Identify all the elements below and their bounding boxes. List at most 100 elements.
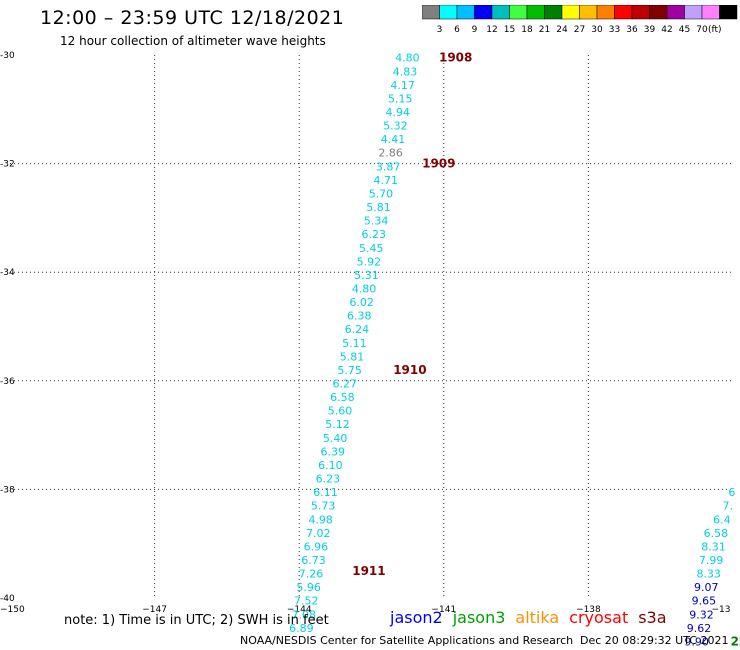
swh-value: 5.31 — [354, 269, 379, 282]
swh-value: 9.65 — [692, 595, 717, 608]
swh-value: 4.17 — [390, 79, 415, 92]
swh-value: 5.45 — [359, 242, 384, 255]
generated-timestamp: Dec 20 08:29:32 UTC 2021 — [580, 634, 729, 647]
page-title: 12:00 – 23:59 UTC 12/18/2021 — [40, 7, 345, 29]
x-tick-label: −144 — [287, 605, 312, 615]
swh-value: 5.96 — [296, 581, 321, 594]
legend-label: 12 — [486, 25, 497, 35]
page-subtitle: 12 hour collection of altimeter wave hei… — [60, 34, 326, 48]
swh-value: 5.11 — [342, 337, 367, 350]
swh-value: 5.75 — [337, 364, 362, 377]
swh-value: 4.80 — [352, 282, 377, 295]
legend-label: 45 — [679, 25, 690, 35]
legend-label: 70 — [696, 25, 708, 35]
swh-value: 4.98 — [308, 513, 333, 526]
swh-value: 7.26 — [299, 568, 324, 581]
swh-value: 9.90 — [684, 635, 709, 648]
legend-label: 9 — [472, 25, 478, 35]
swh-value: 5.12 — [325, 418, 350, 431]
swh-value: 6.96 — [304, 540, 329, 553]
swh-value: 7.08 — [292, 608, 317, 621]
swh-value: 6.23 — [316, 473, 341, 486]
satellite-altika: altika — [515, 608, 560, 627]
swh-value: 7.02 — [306, 527, 331, 540]
legend-label: 42 — [661, 25, 672, 35]
swh-value: 5.70 — [369, 187, 394, 200]
swh-value: 4.41 — [381, 133, 406, 146]
legend-label: 24 — [556, 25, 568, 35]
swh-value: 5.73 — [311, 500, 336, 513]
swh-value: 6.27 — [333, 378, 358, 391]
y-tick-label: -38 — [0, 485, 15, 495]
legend-label: 27 — [574, 25, 585, 35]
swh-value: 5.34 — [364, 215, 389, 228]
legend-label: 3 — [437, 25, 443, 35]
credit-text: NOAA/NESDIS Center for Satellite Applica… — [240, 634, 574, 647]
swh-value: 7. — [723, 500, 734, 513]
legend-label: 15 — [504, 25, 515, 35]
legend-swatch — [719, 5, 738, 20]
swh-value: 5.32 — [383, 120, 408, 133]
y-tick-label: -30 — [0, 51, 15, 61]
swh-value: 4.80 — [395, 52, 420, 65]
wave-height-color-legend: 3 6 9 12 15 18 21 24 27 30 33 36 39 42 45 70 (ft) — [422, 5, 738, 35]
swh-value: 5.81 — [340, 350, 365, 363]
swh-value: 4.71 — [374, 174, 399, 187]
swh-value: 3.87 — [376, 160, 401, 173]
pass-time-label: 1909 — [422, 157, 455, 171]
satellite-s3a: s3a — [638, 608, 667, 627]
pass-time-label: 2204 — [731, 634, 740, 648]
swh-value: 6.02 — [349, 296, 374, 309]
swh-value: 6.11 — [313, 486, 338, 499]
swh-value: 8.31 — [701, 540, 726, 553]
swh-value: 6.4 — [713, 513, 731, 526]
legend-label: 36 — [626, 25, 638, 35]
x-tick-label: −147 — [142, 605, 167, 615]
swh-value: 6.39 — [320, 445, 345, 458]
pass-time-label: 1911 — [352, 564, 385, 578]
swh-value: 6.23 — [361, 228, 386, 241]
pass-time-label: 1910 — [393, 363, 426, 377]
legend-label: 33 — [609, 25, 620, 35]
swh-value: 7.52 — [294, 595, 319, 608]
pass-time-label: 2203 — [728, 648, 740, 650]
footer-note: note: 1) Time is in UTC; 2) SWH is in fe… — [64, 613, 329, 628]
swh-value: 9.32 — [689, 608, 714, 621]
swh-value: 6.58 — [330, 391, 355, 404]
legend-label: 39 — [644, 25, 656, 35]
swh-value: 5.92 — [357, 255, 382, 268]
swh-value: 8.33 — [696, 568, 721, 581]
swh-value: 6.73 — [301, 554, 326, 567]
swh-value: 6 — [728, 486, 735, 499]
y-tick-label: -36 — [0, 377, 15, 387]
swh-value: 7.99 — [699, 554, 724, 567]
legend-label: 6 — [454, 25, 460, 35]
legend-label: 21 — [539, 25, 550, 35]
swh-value: 9.07 — [694, 581, 719, 594]
swh-value: 2.86 — [378, 147, 403, 160]
swh-value: 6.89 — [289, 622, 314, 635]
swh-value: 9.62 — [687, 622, 712, 635]
y-tick-label: -40 — [0, 594, 15, 604]
x-tick-label: −13 — [712, 605, 731, 615]
pass-time-label: 1908 — [439, 51, 472, 65]
swh-value: 4.94 — [386, 106, 411, 119]
swh-value: 6.10 — [318, 459, 343, 472]
x-edge-label: −150 — [0, 605, 25, 615]
legend-label: 18 — [521, 25, 533, 35]
satellite-cryosat: cryosat — [569, 608, 629, 627]
y-tick-label: -34 — [0, 268, 15, 278]
satellite-legend: jason2 jason3 altika cryosat s3a — [390, 608, 677, 627]
legend-label: 30 — [591, 25, 603, 35]
swh-value: 5.60 — [328, 405, 353, 418]
x-tick-label: −141 — [431, 605, 456, 615]
legend-unit: (ft) — [708, 25, 722, 35]
swh-value: 5.40 — [323, 432, 348, 445]
swh-value: 4.83 — [393, 65, 418, 78]
satellite-jason3: jason3 — [452, 608, 506, 627]
swh-value: 5.15 — [388, 92, 413, 105]
x-tick-label: −138 — [576, 605, 601, 615]
y-tick-label: -32 — [0, 160, 15, 170]
swh-value: 5.81 — [366, 201, 391, 214]
